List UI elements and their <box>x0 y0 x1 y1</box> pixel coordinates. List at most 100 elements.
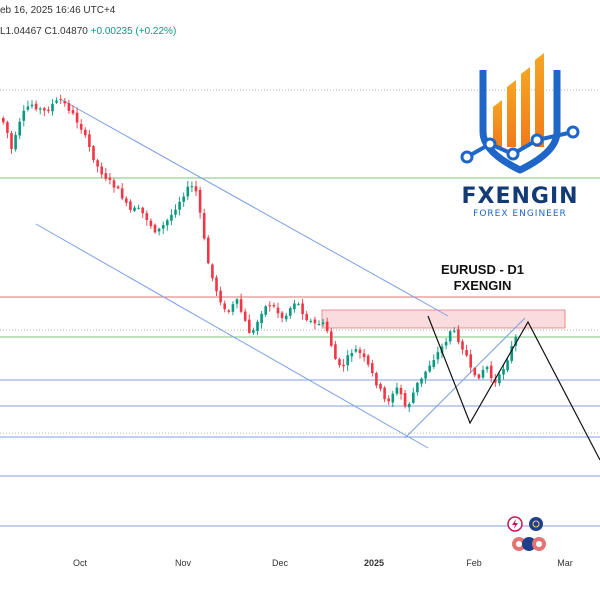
candle-body <box>371 363 374 373</box>
candle-body <box>63 101 67 104</box>
ohlc-close: C1.04870 <box>44 26 88 37</box>
candle-body <box>391 393 395 403</box>
candle-body <box>10 133 13 149</box>
candle-body <box>407 404 411 408</box>
fxengin-logo: FXENGIN FOREX ENGINEER <box>455 52 585 222</box>
resistance-zone <box>321 309 566 329</box>
channel-upper-line <box>61 99 449 317</box>
candle-body <box>137 207 140 209</box>
candle-body <box>289 308 292 316</box>
candle-body <box>67 103 71 111</box>
channel-lower-line <box>35 223 429 449</box>
x-tick-label: 2025 <box>363 558 385 568</box>
candle-body <box>366 355 370 365</box>
candlesticks <box>2 94 518 412</box>
candle-body <box>358 349 362 354</box>
candle-body <box>494 379 497 383</box>
candle-body <box>485 366 489 370</box>
candle-body <box>84 129 87 136</box>
chart-annotation-symbol: EURUSD - D1 <box>440 262 525 277</box>
candle-body <box>264 306 267 315</box>
candle-body <box>125 198 128 203</box>
channel-inner-line <box>404 317 526 439</box>
candle-body <box>145 213 149 220</box>
candle-body <box>330 331 333 346</box>
header-ohlc: L1.04467 C1.04870 +0.00235 (+0.22%) <box>0 26 176 37</box>
x-tick-label: Dec <box>271 558 289 568</box>
candle-body <box>22 110 26 121</box>
candle-body <box>47 109 50 111</box>
candle-body <box>489 365 493 379</box>
candle-body <box>149 220 153 227</box>
candle-body <box>256 321 259 331</box>
candle-body <box>178 201 181 210</box>
header-datetime: eb 16, 2025 16:46 UTC+4 <box>0 5 116 16</box>
candle-body <box>108 177 112 180</box>
candle-body <box>432 359 436 367</box>
candle-body <box>362 353 366 358</box>
candle-body <box>313 319 317 324</box>
candle-body <box>59 99 62 101</box>
candle-body <box>215 277 218 292</box>
candle-body <box>75 112 79 123</box>
candle-body <box>182 196 185 202</box>
ohlc-change: +0.00235 (+0.22%) <box>90 26 177 37</box>
candle-body <box>395 387 399 394</box>
channel-lines <box>35 99 526 449</box>
candle-body <box>202 213 206 239</box>
candle-body <box>104 173 108 179</box>
logo-tagline: FOREX ENGINEER <box>473 209 567 219</box>
candle-body <box>18 121 21 136</box>
candle-body <box>469 354 472 368</box>
candle-body <box>280 312 284 318</box>
candle-body <box>71 110 75 114</box>
candle-body <box>317 323 321 325</box>
candle-body <box>473 367 477 376</box>
candle-body <box>268 305 272 307</box>
candle-body <box>412 392 415 403</box>
event-flags-icon[interactable] <box>505 515 555 555</box>
candle-body <box>284 315 288 320</box>
candle-body <box>424 371 427 379</box>
candle-body <box>305 314 308 321</box>
candle-body <box>403 393 407 407</box>
candle-body <box>190 186 194 188</box>
candle-body <box>194 186 198 192</box>
chart-annotation-brand: FXENGIN <box>453 278 512 293</box>
candle-body <box>383 387 386 400</box>
candle-body <box>141 207 144 214</box>
candle-body <box>252 330 255 333</box>
candle-body <box>235 299 239 304</box>
candle-body <box>416 382 419 393</box>
candle-body <box>239 299 243 312</box>
candle-body <box>26 106 30 110</box>
candle-body <box>219 290 222 303</box>
candle-body <box>502 368 505 375</box>
candle-body <box>444 341 448 346</box>
candle-body <box>276 307 280 314</box>
projection-path <box>427 315 600 461</box>
candle-body <box>440 346 444 354</box>
ohlc-low: L1.04467 <box>0 26 42 37</box>
candle-body <box>453 330 456 332</box>
candle-body <box>260 313 263 324</box>
candle-body <box>420 378 423 384</box>
candle-body <box>272 305 276 307</box>
logo-emblem-icon <box>460 53 580 174</box>
candle-body <box>14 134 17 150</box>
x-tick-label: Oct <box>72 558 88 568</box>
candle-body <box>448 331 452 342</box>
candle-body <box>293 303 296 310</box>
candle-body <box>161 225 165 229</box>
candle-body <box>301 303 304 315</box>
candle-body <box>34 103 38 110</box>
candle-body <box>133 207 136 211</box>
candle-body <box>309 320 313 322</box>
candle-body <box>186 186 190 197</box>
candle-body <box>112 180 116 188</box>
candle-body <box>248 319 251 333</box>
candle-body <box>153 224 157 233</box>
candle-body <box>321 322 325 324</box>
x-tick-label: Nov <box>174 558 192 568</box>
